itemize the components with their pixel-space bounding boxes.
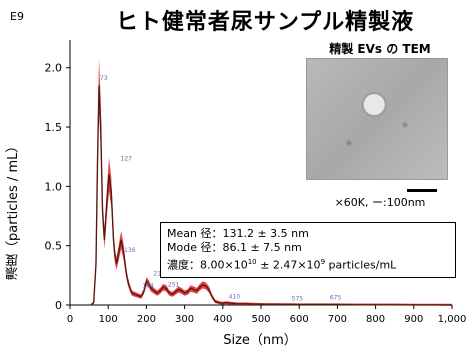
peak-annotation: 251: [168, 281, 180, 288]
x-tick-label: 800: [366, 314, 385, 325]
concentration: 濃度：8.00×1010 ± 2.47×109 particles/mL: [167, 255, 449, 273]
x-tick-label: 400: [213, 314, 232, 325]
peak-annotation: 136: [124, 247, 136, 254]
concentration-mid: ± 2.47×10: [257, 259, 321, 272]
y-tick-label: 0: [55, 299, 62, 312]
x-tick-label: 700: [328, 314, 347, 325]
y-tick-label: 1.5: [45, 121, 63, 134]
stats-box: Mean 径：131.2 ± 3.5 nm Mode 径：86.1 ± 7.5 …: [160, 222, 456, 278]
peak-annotation: 410: [229, 293, 241, 300]
tem-micrograph-image: [306, 58, 448, 180]
x-tick-label: 1,000: [438, 314, 466, 325]
x-axis-label: Size（nm）: [160, 329, 360, 348]
mode-diameter: Mode 径：86.1 ± 7.5 nm: [167, 241, 449, 255]
concentration-exponent-1: 10: [248, 258, 257, 266]
y-tick-label: 1.0: [45, 180, 63, 193]
y-axis-label: 濃度（particles / mL）: [4, 110, 24, 310]
y-tick-label: 2.0: [45, 62, 63, 75]
tem-caption: ×60K, ー:100nm: [300, 194, 460, 210]
chart-title: ヒト健常者尿サンプル精製液: [80, 4, 450, 36]
x-tick-label: 0: [67, 314, 73, 325]
concentration-prefix: 濃度：8.00×10: [167, 259, 248, 272]
x-tick-label: 100: [99, 314, 118, 325]
peak-annotation: 73: [100, 75, 108, 82]
tem-inset-title: 精製 EVs の TEM: [300, 40, 460, 57]
x-tick-label: 500: [251, 314, 270, 325]
tem-inset: 精製 EVs の TEM ×60K, ー:100nm: [300, 40, 460, 220]
peak-annotation: 675: [330, 294, 342, 301]
mean-diameter: Mean 径：131.2 ± 3.5 nm: [167, 227, 449, 241]
concentration-suffix: particles/mL: [325, 259, 396, 272]
x-tick-label: 900: [404, 314, 423, 325]
y-axis-exponent: E9: [10, 10, 24, 23]
x-tick-label: 200: [137, 314, 156, 325]
peak-annotation: 184: [142, 283, 154, 290]
x-tick-label: 600: [290, 314, 309, 325]
x-tick-label: 300: [175, 314, 194, 325]
scale-bar: [407, 189, 437, 192]
peak-annotation: 575: [292, 296, 304, 303]
peak-annotation: 127: [121, 156, 133, 163]
y-tick-label: 0.5: [45, 240, 63, 253]
